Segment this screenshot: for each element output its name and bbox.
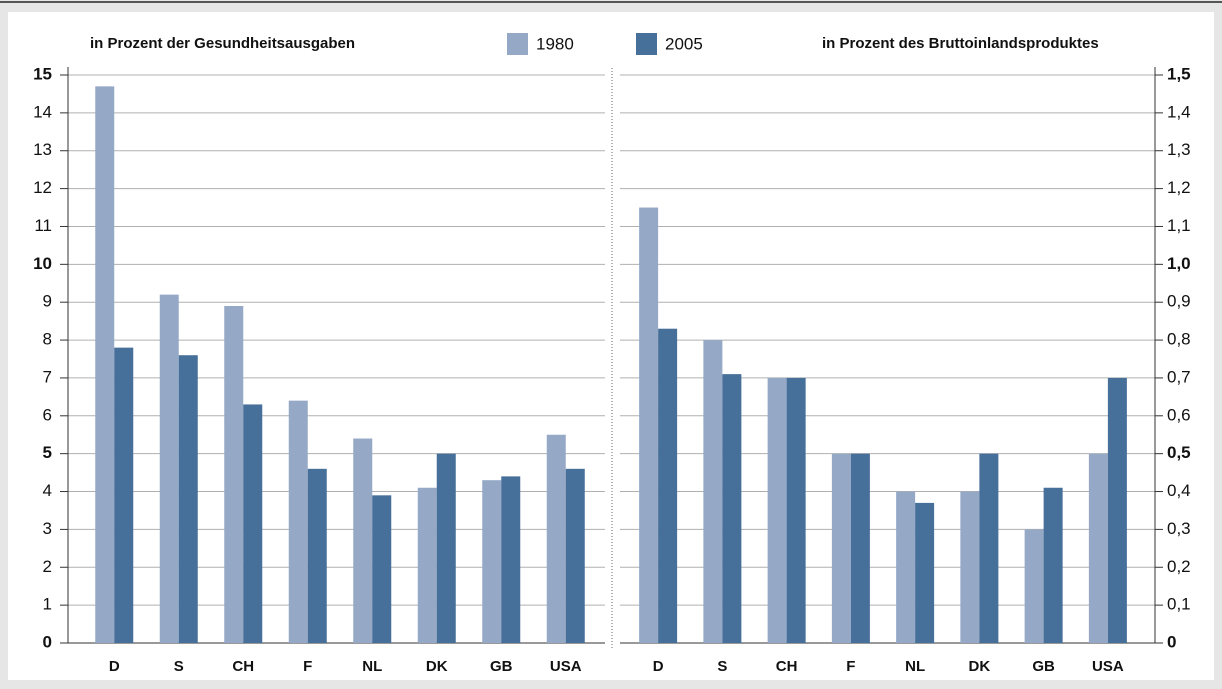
legend-swatch [636, 33, 657, 55]
x-tick-label: F [846, 658, 855, 675]
x-tick-label: DK [969, 658, 991, 675]
y-tick-label: 1,5 [1167, 64, 1191, 83]
bar [417, 487, 437, 643]
bar [243, 404, 263, 643]
bar [436, 453, 456, 643]
y-tick-label: 5 [43, 443, 52, 462]
panel [8, 12, 1214, 680]
y-tick-label: 1,1 [1167, 216, 1191, 235]
chart-title: in Prozent des Bruttoinlandsproduktes [822, 35, 1099, 52]
y-tick-label: 2 [43, 557, 52, 576]
chart-title: in Prozent der Gesundheitsausgaben [90, 35, 355, 52]
x-tick-label: NL [905, 658, 925, 675]
y-tick-label: 0,1 [1167, 595, 1191, 614]
bar [224, 305, 244, 643]
bar [565, 468, 585, 643]
x-tick-label: D [653, 658, 664, 675]
legend-label: 1980 [536, 34, 574, 53]
y-tick-label: 14 [33, 102, 52, 121]
x-tick-label: GB [1032, 658, 1055, 675]
bar [767, 377, 787, 643]
legend-label: 2005 [665, 34, 703, 53]
y-tick-label: 8 [43, 330, 52, 349]
y-tick-label: 0,3 [1167, 519, 1191, 538]
bar [95, 86, 115, 644]
bar [307, 468, 327, 643]
y-tick-label: 15 [33, 64, 52, 83]
bar [1088, 453, 1108, 643]
bar [288, 400, 308, 643]
x-tick-label: S [717, 658, 727, 675]
x-tick-label: S [174, 658, 184, 675]
bar [786, 377, 806, 643]
y-tick-label: 0,8 [1167, 330, 1191, 349]
bar [1024, 529, 1044, 643]
y-tick-label: 0,7 [1167, 367, 1191, 386]
y-tick-label: 1 [43, 595, 52, 614]
y-tick-label: 3 [43, 519, 52, 538]
bar [1107, 377, 1127, 643]
bar [703, 340, 723, 643]
x-tick-label: F [303, 658, 312, 675]
bar [979, 453, 999, 643]
x-tick-label: D [109, 658, 120, 675]
bar [850, 453, 870, 643]
y-tick-label: 1,4 [1167, 102, 1191, 121]
y-tick-label: 12 [33, 178, 52, 197]
y-tick-label: 0,5 [1167, 443, 1191, 462]
legend-swatch [507, 33, 528, 55]
y-tick-label: 0,4 [1167, 481, 1191, 500]
x-tick-label: DK [426, 658, 448, 675]
bar [546, 434, 566, 643]
bar [915, 502, 935, 643]
y-tick-label: 9 [43, 292, 52, 311]
y-tick-label: 1,2 [1167, 178, 1191, 197]
bar [178, 355, 198, 643]
y-tick-label: 0,6 [1167, 405, 1191, 424]
bar [159, 294, 179, 643]
y-tick-label: 0,2 [1167, 557, 1191, 576]
bar [639, 207, 659, 644]
bar [831, 453, 851, 643]
x-tick-label: GB [490, 658, 513, 675]
y-tick-label: 6 [43, 405, 52, 424]
bar [960, 491, 980, 643]
bar [114, 347, 134, 643]
y-tick-label: 1,3 [1167, 140, 1191, 159]
bar [372, 495, 392, 643]
x-tick-label: NL [362, 658, 382, 675]
y-tick-label: 10 [33, 254, 52, 273]
bar [1043, 487, 1063, 643]
bar [722, 374, 742, 643]
bar [482, 480, 502, 643]
bar [658, 328, 678, 643]
x-tick-label: USA [1092, 658, 1124, 675]
y-tick-label: 1,0 [1167, 254, 1191, 273]
bar [896, 491, 916, 643]
y-tick-label: 0,9 [1167, 292, 1191, 311]
y-tick-label: 0 [43, 632, 52, 651]
x-tick-label: CH [776, 658, 798, 675]
y-tick-label: 7 [43, 367, 52, 386]
x-tick-label: USA [550, 658, 582, 675]
y-tick-label: 0 [1167, 632, 1176, 651]
bar [501, 476, 521, 643]
y-tick-label: 11 [34, 216, 52, 235]
y-tick-label: 13 [33, 140, 52, 159]
y-tick-label: 4 [43, 481, 52, 500]
bar [353, 438, 373, 643]
x-tick-label: CH [232, 658, 254, 675]
